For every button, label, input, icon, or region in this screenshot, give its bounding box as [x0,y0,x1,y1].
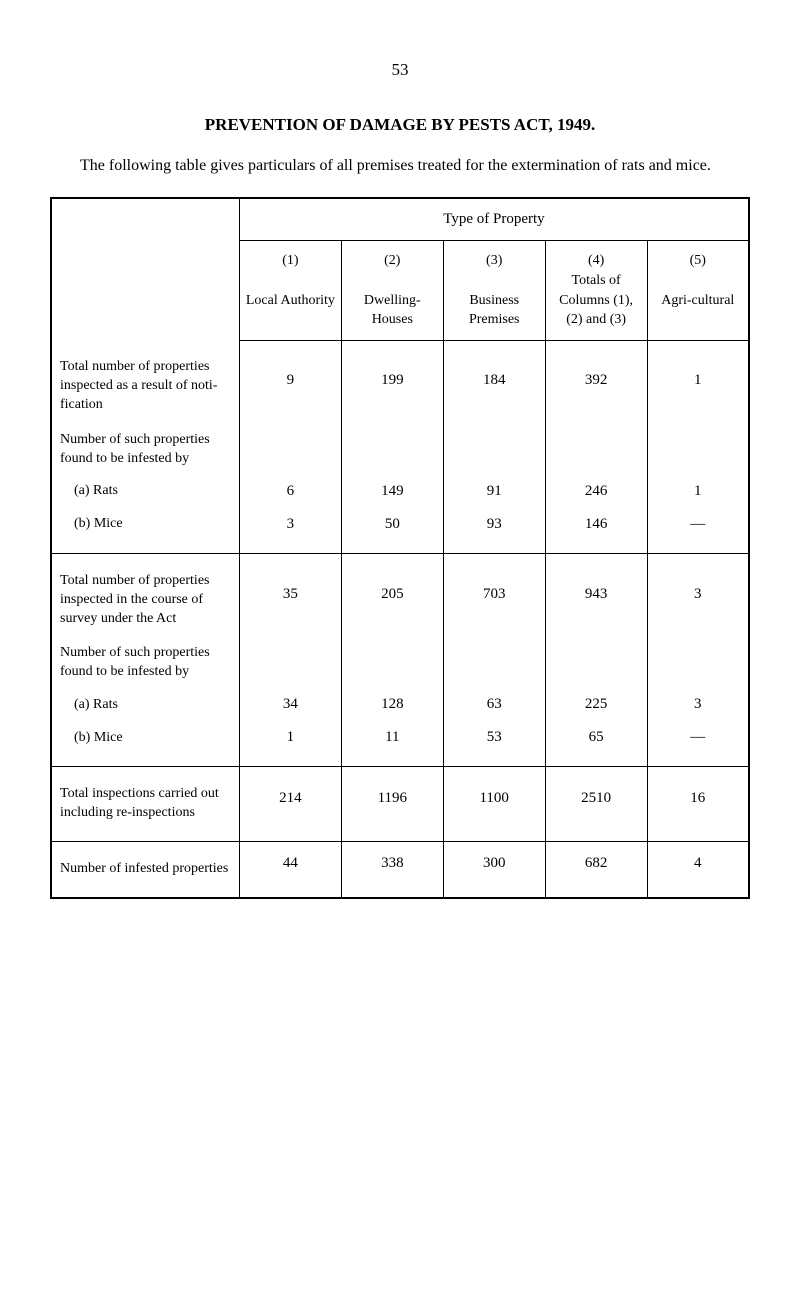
cell: 50 [341,508,443,554]
cell: — [647,721,749,767]
type-of-property-header: Type of Property [239,198,749,241]
cell: 338 [341,841,443,897]
col1-header: (1) Local Authority [239,241,341,340]
cell [341,634,443,688]
col4-header: (4) Totals of Columns (1), (2) and (3) [545,241,647,340]
pest-act-table: Type of Property (1) Local Authority (2)… [50,197,750,898]
cell: 1100 [443,767,545,842]
table-row: (a) Rats 34 128 63 225 3 [51,688,749,721]
cell: 149 [341,475,443,508]
cell: 4 [647,841,749,897]
cell [545,421,647,475]
row-label: Number of infested properties [51,841,239,897]
col3-label: Business Premises [469,293,520,328]
cell: 199 [341,340,443,421]
cell: 16 [647,767,749,842]
table-row: Total number of properties inspected as … [51,340,749,421]
cell: 214 [239,767,341,842]
col2-label: Dwelling-Houses [364,293,421,328]
cell: 63 [443,688,545,721]
table-row: Total number of properties inspected in … [51,553,749,634]
table-row: Number of such properties found to be in… [51,634,749,688]
cell: 65 [545,721,647,767]
cell: 11 [341,721,443,767]
cell [239,421,341,475]
table-row: Number of infested properties 44 338 300… [51,841,749,897]
cell: 1 [647,475,749,508]
cell: — [647,508,749,554]
cell: 3 [239,508,341,554]
row-note: Number of such properties found to be in… [51,634,239,688]
cell: 943 [545,553,647,634]
table-row: (b) Mice 3 50 93 146 — [51,508,749,554]
cell: 682 [545,841,647,897]
cell: 1 [239,721,341,767]
col5-num: (5) [690,253,706,268]
cell [647,634,749,688]
intro-paragraph: The following table gives particulars of… [50,155,750,177]
row-label: (b) Mice [51,508,239,554]
page-title: PREVENTION OF DAMAGE BY PESTS ACT, 1949. [50,115,750,135]
col3-header: (3) Business Premises [443,241,545,340]
col5-header: (5) Agri-cultural [647,241,749,340]
cell: 1 [647,340,749,421]
col4-num: (4) [588,253,604,268]
row-note: Number of such properties found to be in… [51,421,239,475]
col1-label: Local Authority [246,293,335,308]
cell: 703 [443,553,545,634]
cell: 184 [443,340,545,421]
row-label: Total inspections carried out including … [51,767,239,842]
row-label: Total number of properties inspected in … [51,553,239,634]
col1-num: (1) [282,253,298,268]
cell: 34 [239,688,341,721]
cell: 53 [443,721,545,767]
cell [647,421,749,475]
cell: 3 [647,553,749,634]
cell [443,421,545,475]
cell: 225 [545,688,647,721]
cell: 91 [443,475,545,508]
table-row: Number of such properties found to be in… [51,421,749,475]
col5-label: Agri-cultural [661,293,734,308]
table-row: (a) Rats 6 149 91 246 1 [51,475,749,508]
cell: 392 [545,340,647,421]
table-row: Total inspections carried out including … [51,767,749,842]
cell: 246 [545,475,647,508]
row-label: Total number of properties inspected as … [51,340,239,421]
col3-num: (3) [486,253,502,268]
row-label: (b) Mice [51,721,239,767]
col4-label: Totals of Columns (1), (2) and (3) [559,273,633,327]
cell: 9 [239,340,341,421]
cell: 2510 [545,767,647,842]
col2-header: (2) Dwelling-Houses [341,241,443,340]
cell: 6 [239,475,341,508]
cell: 128 [341,688,443,721]
cell: 44 [239,841,341,897]
cell: 300 [443,841,545,897]
page-number: 53 [50,60,750,80]
row-label: (a) Rats [51,688,239,721]
col2-num: (2) [384,253,400,268]
row-label: (a) Rats [51,475,239,508]
cell: 205 [341,553,443,634]
cell: 35 [239,553,341,634]
cell [239,634,341,688]
cell: 93 [443,508,545,554]
cell [545,634,647,688]
blank-corner [51,198,239,340]
cell: 1196 [341,767,443,842]
cell [443,634,545,688]
cell: 146 [545,508,647,554]
cell [341,421,443,475]
cell: 3 [647,688,749,721]
table-row: (b) Mice 1 11 53 65 — [51,721,749,767]
